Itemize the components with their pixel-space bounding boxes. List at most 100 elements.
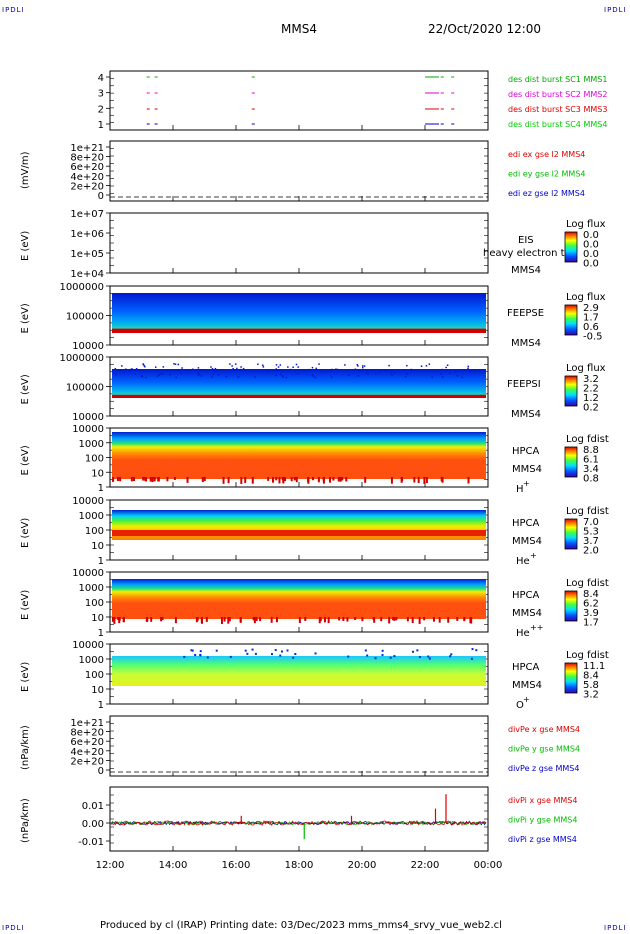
y-tick-label: 3 <box>98 89 104 100</box>
spectrogram-fringe <box>290 477 293 482</box>
colorbar-title: Log flux <box>566 363 606 374</box>
spectrogram-speck <box>410 368 413 371</box>
spectrogram-speck <box>199 654 202 657</box>
spectrogram-speck <box>246 652 249 655</box>
spectrogram-fringe <box>133 477 136 482</box>
spectrogram-fringe <box>418 617 421 624</box>
spectrogram-speck <box>394 372 396 374</box>
colorbar-title: Log fdist <box>566 578 609 589</box>
spectrogram-speck <box>311 374 314 377</box>
spectrogram-speck <box>289 368 292 371</box>
legend-entry: des dist burst SC1 MMS1 <box>508 75 607 84</box>
y-axis-label: (mV/m) <box>20 151 31 189</box>
spectrogram-fringe <box>304 617 307 621</box>
spectrogram-speck <box>314 376 317 379</box>
spectrogram-speck <box>357 375 360 377</box>
colorbar-title: Log flux <box>566 292 606 303</box>
spectrogram-speck <box>391 373 393 376</box>
colorbar-tick-label: 3.2 <box>583 690 599 701</box>
spectrogram-speck <box>275 369 277 372</box>
spectrogram-speck <box>236 367 238 370</box>
spectrogram-fringe <box>406 617 409 622</box>
spectrogram-fringe <box>275 617 278 623</box>
spectrogram-speck <box>348 374 350 377</box>
spectrogram-fringe <box>339 477 342 482</box>
spectrogram-speck <box>173 363 175 365</box>
spectrogram-speck <box>162 366 165 368</box>
colorbar-tick-label: 8.4 <box>583 589 599 600</box>
spectrogram-fringe <box>223 617 226 622</box>
spectrogram-speck <box>215 369 218 372</box>
spectrogram-fringe <box>411 617 414 624</box>
colorbar-tick-label: 0.6 <box>583 322 599 333</box>
y-axis-label: E (eV) <box>20 303 31 333</box>
spectrogram-fringe <box>400 477 403 483</box>
y-axis-label: E (eV) <box>20 590 31 620</box>
legend-entry: edi ey gse l2 MMS4 <box>508 170 586 179</box>
y-tick-label: 2e+20 <box>70 756 104 767</box>
spectrogram-speck <box>251 648 254 651</box>
spectrogram-fringe <box>173 477 176 481</box>
spectrogram-band <box>112 293 486 333</box>
spectrogram-fringe <box>228 617 231 622</box>
spectrogram-fringe <box>417 477 420 483</box>
spectrogram-speck <box>141 375 144 378</box>
species-charge: + <box>530 551 537 560</box>
colorbar-title: Log fdist <box>566 650 609 661</box>
spectrogram-speck <box>390 371 392 374</box>
spectrogram-speck <box>364 649 367 652</box>
spectrogram-fringe <box>342 617 345 621</box>
y-tick-label: 1000000 <box>59 282 104 293</box>
spectrogram-speck <box>156 369 159 371</box>
panel-frame <box>109 715 489 777</box>
spacecraft-label: MMS4 <box>511 265 541 276</box>
spectrogram-speck <box>183 655 186 658</box>
spectrogram-speck <box>275 364 278 366</box>
x-tick-label: 12:00 <box>96 860 125 871</box>
spectrogram-speck <box>425 365 428 367</box>
spectrogram-speck <box>237 376 240 378</box>
instrument-label: HPCA <box>512 446 540 457</box>
species-charge: + <box>523 695 530 704</box>
spectrogram-speck <box>140 375 143 377</box>
spectrogram-fringe <box>252 617 255 621</box>
y-tick-label: 1e+06 <box>70 229 104 240</box>
spectrogram-speck <box>190 649 193 652</box>
spectrogram-speck <box>282 376 285 379</box>
colorbar-tick-label: 3.2 <box>583 374 599 385</box>
colorbar-tick-label: 3.9 <box>583 608 599 619</box>
legend-entry: divPe y gse MMS4 <box>508 745 580 754</box>
spectrogram-speck <box>456 375 459 377</box>
spectrogram-speck <box>471 648 474 651</box>
spectrogram-fringe <box>149 477 152 482</box>
y-tick-label: 100000 <box>66 312 104 323</box>
spectrogram-fringe <box>117 617 120 621</box>
y-tick-label: 4 <box>98 73 104 84</box>
y-tick-label: 100 <box>85 454 104 465</box>
y-tick-label: 1000 <box>79 439 104 450</box>
spectrogram-speck <box>154 366 157 368</box>
colorbar-title: Log fdist <box>566 506 609 517</box>
spectrogram-speck <box>180 372 182 374</box>
colorbar-tick-label: 8.4 <box>583 671 599 682</box>
spacecraft-label: MMS4 <box>512 536 542 547</box>
legend-entry: edi ex gse l2 MMS4 <box>508 150 585 159</box>
spectrogram-speck <box>197 374 199 377</box>
spectrogram-speck <box>389 656 392 659</box>
spectrogram-speck <box>210 366 212 368</box>
spectrogram-speck <box>174 363 177 366</box>
colorbar-title: Log fdist <box>566 434 609 445</box>
legend-entry: divPi y gse MMS4 <box>508 816 577 825</box>
spectrogram-speck <box>131 368 133 370</box>
spectrogram-speck <box>475 649 478 652</box>
spectrogram-speck <box>336 368 338 371</box>
spectrogram-speck <box>312 375 315 378</box>
spectrogram-speck <box>125 368 127 370</box>
y-tick-label: 10000 <box>72 341 104 352</box>
colorbar-tick-label: 0.0 <box>583 259 599 270</box>
spectrogram-fringe <box>423 477 426 484</box>
y-axis-label: E (eV) <box>20 374 31 404</box>
spectrogram-fringe <box>259 617 262 622</box>
spectrogram-fringe <box>200 617 203 623</box>
corner-label-top-left: IPDLI <box>2 6 25 14</box>
